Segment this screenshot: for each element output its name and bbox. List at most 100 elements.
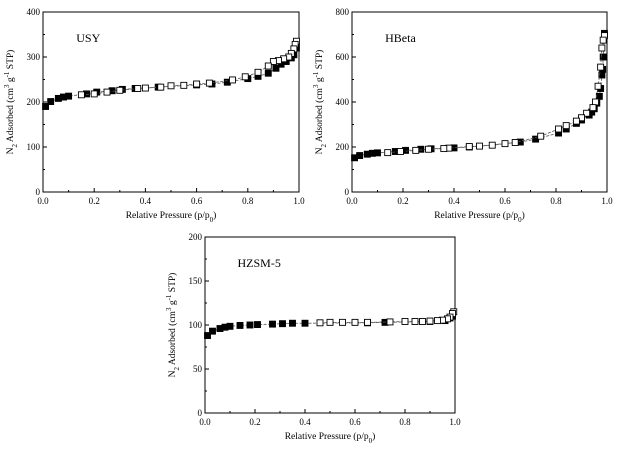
y-label-text: g — [315, 77, 325, 84]
y-label-text: STP) — [5, 50, 16, 72]
desorption-point — [598, 44, 606, 52]
x-axis-label: Relative Pressure (p/p0) — [126, 210, 217, 224]
desorption-point — [401, 318, 409, 325]
chart-hzsm-5: 0.0 0.2 0.4 0.6 0.8 1.0 0 50 100 150 200 HZSM-5 Rela… — [165, 232, 461, 445]
desorption-point — [269, 58, 277, 65]
x-tick-label: 0.2 — [397, 196, 408, 206]
desorption-point — [397, 148, 404, 155]
chart-usy: 0.0 0.2 0.4 0.6 0.8 1.0 0 100 200 300 400 USY Relati… — [3, 7, 305, 224]
y-tick-label: 0 — [36, 187, 41, 197]
desorption-point — [316, 319, 324, 327]
y-label-text: N — [6, 147, 16, 154]
desorption-point — [90, 90, 98, 98]
y-tick-label: 400 — [336, 97, 350, 107]
adsorption-point — [254, 321, 261, 329]
desorption-point — [572, 117, 580, 125]
desorption-point — [425, 145, 432, 153]
adsorption-point — [226, 322, 234, 330]
desorption-line — [387, 35, 605, 154]
desorption-point — [589, 104, 597, 112]
desorption-point — [205, 79, 213, 87]
x-tick-label: 0.8 — [242, 196, 254, 206]
desorption-point — [134, 85, 142, 92]
desorption-point — [228, 76, 236, 84]
x-label-text: ) — [372, 431, 375, 442]
x-tick-label: 0.0 — [199, 417, 211, 427]
desorption-point — [434, 317, 441, 325]
desorption-point — [419, 318, 426, 325]
desorption-point — [141, 84, 149, 92]
x-tick-label: 0.4 — [299, 417, 311, 427]
y-label-text: N — [168, 370, 178, 377]
x-tick-label: 0.4 — [140, 196, 152, 206]
desorption-point — [562, 122, 570, 130]
desorption-point — [193, 80, 201, 88]
x-label-text: Relative Pressure (p/p — [126, 210, 210, 221]
y-label-text: g — [6, 77, 16, 84]
desorption-point — [476, 142, 483, 150]
y-label-text: Adsorbed (cm — [314, 87, 325, 144]
y-label-text: N — [315, 147, 325, 154]
x-label-sub: 0 — [369, 437, 373, 445]
desorption-point — [501, 140, 509, 148]
y-label-sup: -1 — [312, 71, 320, 77]
x-tick-label: 0.8 — [399, 417, 411, 427]
y-tick-label: 200 — [189, 232, 203, 242]
y-tick-label: 600 — [336, 52, 350, 62]
y-label-sub: 2 — [173, 366, 181, 370]
x-tick-label: 0.0 — [37, 196, 49, 206]
adsorption-point — [246, 321, 254, 329]
desorption-point — [440, 145, 448, 153]
desorption-point — [599, 36, 607, 44]
y-label-text: g — [168, 300, 178, 307]
x-tick-label: 1.0 — [449, 417, 461, 427]
desorption-point — [116, 86, 124, 94]
y-tick-label: 300 — [27, 52, 41, 62]
desorption-point — [597, 63, 605, 71]
adsorption-point — [204, 332, 211, 340]
desorption-point — [555, 125, 562, 133]
adsorption-point — [236, 321, 244, 329]
desorption-point — [537, 132, 545, 140]
desorption-point — [241, 73, 249, 81]
desorption-point — [339, 318, 346, 326]
adsorption-point — [47, 98, 55, 106]
desorption-point — [254, 68, 262, 76]
desorption-point — [594, 82, 602, 90]
adsorption-point — [301, 319, 309, 327]
desorption-point — [465, 143, 473, 151]
x-tick-label: 0.8 — [550, 196, 562, 206]
desorption-point — [180, 81, 188, 89]
desorption-point — [412, 146, 420, 154]
x-axis-label: Relative Pressure (p/p0) — [434, 210, 525, 224]
x-tick-label: 0.4 — [448, 196, 460, 206]
adsorption-point — [272, 64, 280, 72]
adsorption-point — [599, 53, 607, 61]
y-label-sub: 2 — [11, 143, 19, 147]
desorption-point — [351, 318, 359, 326]
chart-hbeta: 0.0 0.2 0.4 0.6 0.8 1.0 0 200 400 600 800 HBeta Rela… — [312, 7, 613, 224]
x-label-text: ) — [213, 210, 216, 221]
x-label-text: Relative Pressure (p/p — [434, 210, 518, 221]
y-tick-label: 200 — [336, 142, 350, 152]
desorption-point — [488, 141, 496, 149]
y-label-sup: 3 — [3, 84, 11, 88]
adsorption-point — [42, 103, 50, 110]
desorption-line — [319, 311, 455, 324]
y-label-sup: 3 — [165, 307, 173, 311]
x-tick-label: 1.0 — [601, 196, 613, 206]
desorption-line — [81, 41, 297, 96]
y-tick-label: 0 — [345, 187, 350, 197]
y-label-sup: -1 — [165, 294, 173, 300]
desorption-point — [167, 82, 175, 90]
desorption-point — [511, 139, 519, 146]
x-axis-label: Relative Pressure (p/p0) — [285, 431, 376, 445]
x-label-text: Relative Pressure (p/p — [285, 431, 369, 442]
x-label-sub: 0 — [210, 216, 214, 224]
y-tick-label: 150 — [189, 276, 203, 286]
adsorption-point — [264, 69, 272, 77]
adsorption-point — [356, 152, 364, 160]
y-label-sup: 3 — [312, 84, 320, 88]
desorption-point — [386, 318, 394, 326]
x-tick-label: 0.2 — [249, 417, 260, 427]
